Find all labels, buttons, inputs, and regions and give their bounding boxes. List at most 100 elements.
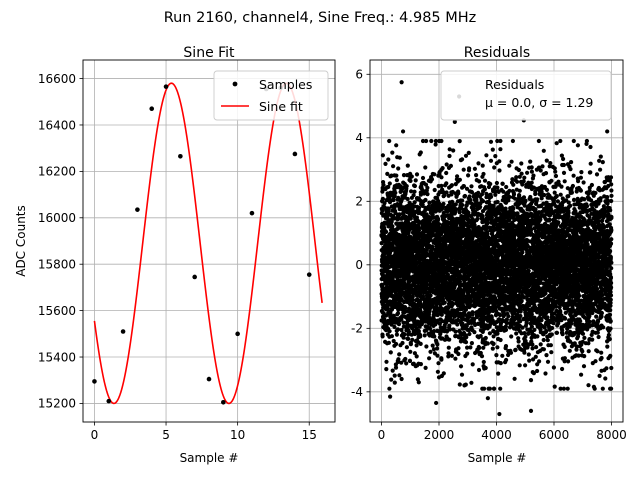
residual-point	[391, 197, 396, 202]
residual-point	[382, 201, 387, 206]
residual-point	[498, 386, 503, 391]
residual-point	[423, 197, 428, 203]
sine-fit-xtick-label: 5	[162, 428, 170, 442]
residual-point	[439, 357, 444, 362]
residual-point	[420, 175, 426, 181]
residual-point	[401, 320, 406, 325]
residual-point	[432, 172, 437, 177]
residual-point	[480, 163, 485, 168]
residual-point	[500, 181, 505, 186]
residual-point	[390, 150, 395, 155]
residual-point	[405, 196, 410, 202]
residual-point	[399, 197, 404, 202]
residual-point	[503, 344, 509, 349]
residual-point	[514, 175, 519, 180]
residual-point	[394, 332, 399, 337]
residual-point	[412, 351, 417, 356]
sine-fit-xtick-label: 15	[302, 428, 317, 442]
sine-fit-data	[92, 82, 323, 405]
residual-point	[404, 345, 409, 350]
residual-point	[495, 345, 500, 350]
residual-point	[386, 157, 391, 162]
sample-point	[249, 210, 255, 216]
residual-point	[437, 222, 442, 227]
residual-point	[470, 312, 475, 317]
residual-point	[393, 190, 398, 195]
sample-point	[178, 154, 183, 159]
residual-point	[496, 371, 501, 376]
sample-point	[306, 272, 312, 277]
residual-point	[490, 147, 495, 152]
residual-point	[392, 373, 397, 378]
residual-point	[457, 210, 462, 215]
residual-point	[497, 312, 503, 318]
residual-point	[481, 359, 486, 365]
residual-point	[389, 307, 395, 312]
residual-point	[380, 208, 385, 213]
residual-point	[469, 184, 474, 189]
residual-point	[498, 138, 503, 144]
residual-point	[396, 357, 401, 362]
residual-point	[388, 311, 393, 316]
residual-point	[518, 309, 523, 314]
sine-fit-plot-frame	[82, 59, 336, 423]
residual-point	[504, 357, 509, 363]
residual-point	[463, 382, 468, 387]
residual-point	[448, 163, 453, 168]
residual-point	[456, 346, 461, 351]
residual-point	[394, 341, 399, 347]
residual-point	[457, 382, 462, 387]
legend-samples-marker-icon	[232, 81, 238, 87]
residual-point	[395, 311, 401, 316]
residual-point	[388, 350, 393, 355]
residual-point	[386, 206, 391, 211]
residual-point	[441, 371, 446, 376]
residual-point	[416, 328, 421, 334]
residual-point	[503, 327, 509, 332]
residual-point	[511, 206, 516, 211]
residual-point	[424, 344, 429, 349]
residual-point	[492, 165, 497, 170]
residual-point	[495, 185, 500, 190]
residual-point	[479, 354, 485, 359]
residual-point	[404, 361, 409, 366]
residual-point	[485, 231, 490, 236]
residual-point	[457, 177, 462, 182]
residual-point	[380, 196, 385, 201]
residual-point	[461, 167, 466, 172]
residual-point	[386, 340, 391, 345]
sine-fit-ticks: 0 5 10 151520015400156001580016000162001640…	[38, 72, 317, 442]
residual-point	[436, 361, 441, 366]
residual-point	[435, 369, 440, 374]
residual-point	[394, 178, 399, 183]
residual-point	[513, 347, 518, 352]
residual-point	[392, 324, 397, 330]
residual-point	[466, 150, 471, 155]
residual-point	[509, 159, 514, 164]
residual-point	[517, 193, 522, 198]
sample-point	[106, 398, 112, 404]
residual-point	[423, 165, 428, 170]
residuals-title: Residuals	[464, 45, 530, 61]
residual-point	[469, 380, 474, 385]
residual-point	[476, 367, 482, 373]
sample-point	[149, 106, 155, 112]
residual-point	[408, 342, 413, 347]
residual-point	[380, 334, 385, 339]
residual-point	[383, 161, 388, 166]
sine-fit-xlabel: Sample #	[180, 451, 239, 465]
residual-point	[389, 173, 394, 178]
residual-point	[401, 335, 406, 340]
residual-point	[474, 173, 479, 178]
residual-point	[429, 177, 435, 182]
sample-point	[292, 151, 298, 157]
residual-point	[477, 345, 482, 350]
residual-point	[485, 221, 490, 226]
residual-point	[444, 162, 449, 167]
residual-point	[470, 362, 475, 367]
residual-point	[407, 358, 413, 363]
residual-point	[416, 380, 421, 385]
residual-point	[430, 343, 435, 348]
residual-point	[506, 314, 511, 319]
residual-point	[425, 192, 430, 197]
